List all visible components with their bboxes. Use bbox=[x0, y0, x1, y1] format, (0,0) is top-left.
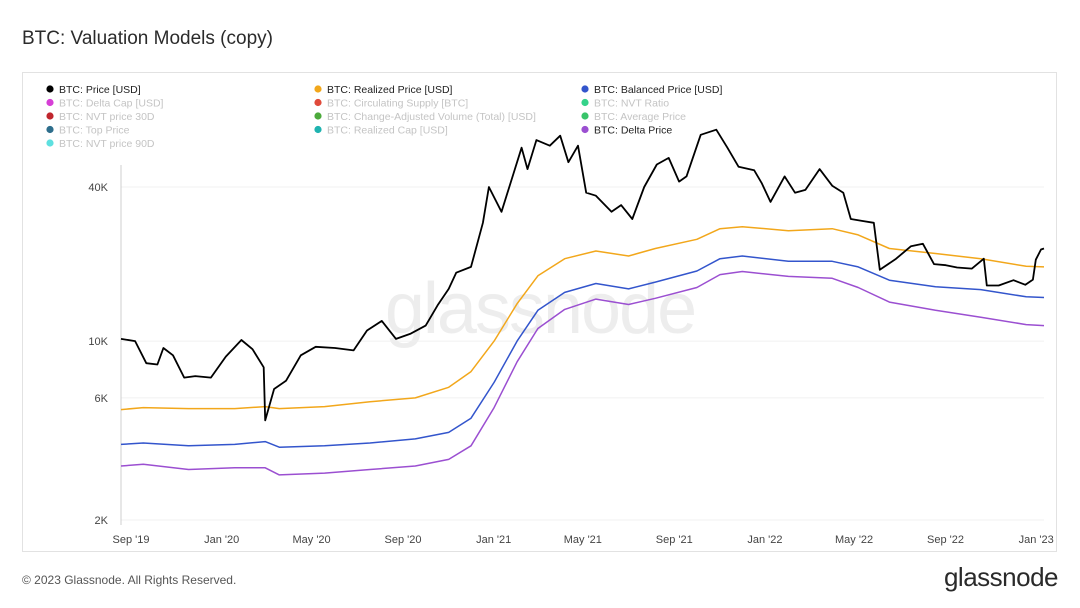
copyright-notice: © 2023 Glassnode. All Rights Reserved. bbox=[22, 573, 237, 587]
legend-label: BTC: Circulating Supply [BTC] bbox=[327, 98, 468, 110]
x-tick-label: Sep '22 bbox=[927, 534, 964, 546]
legend-item[interactable]: BTC: Average Price bbox=[581, 111, 686, 123]
chart-frame bbox=[22, 72, 1057, 552]
legend-swatch bbox=[314, 125, 322, 134]
legend-item[interactable]: BTC: Top Price bbox=[46, 125, 130, 137]
legend-label: BTC: NVT price 90D bbox=[59, 138, 155, 150]
legend-label: BTC: Price [USD] bbox=[59, 84, 141, 96]
y-axis: 2K 6K 10K 40K bbox=[88, 182, 1044, 527]
y-tick-label: 6K bbox=[95, 393, 109, 405]
legend-label: BTC: NVT Ratio bbox=[594, 98, 669, 110]
legend-item[interactable]: BTC: Circulating Supply [BTC] bbox=[314, 98, 468, 110]
legend-label: BTC: Delta Price bbox=[594, 125, 672, 137]
y-tick-label: 40K bbox=[88, 182, 108, 194]
legend-swatch bbox=[46, 139, 54, 147]
legend-label: BTC: Average Price bbox=[594, 111, 686, 123]
series-group bbox=[120, 128, 1045, 476]
y-tick-label: 2K bbox=[95, 515, 109, 527]
series-line-realized-price bbox=[120, 225, 1045, 411]
legend-item[interactable]: BTC: Balanced Price [USD] bbox=[581, 84, 722, 96]
legend-swatch bbox=[46, 85, 54, 93]
legend-swatch bbox=[581, 98, 589, 107]
legend-item[interactable]: BTC: Delta Cap [USD] bbox=[46, 98, 164, 110]
x-tick-label: May '20 bbox=[292, 534, 330, 546]
x-tick-label: May '22 bbox=[835, 534, 873, 546]
x-tick-label: Jan '22 bbox=[747, 534, 782, 546]
x-tick-label: Jan '23 bbox=[1019, 534, 1054, 546]
x-tick-label: Sep '19 bbox=[113, 534, 150, 546]
series-line-balanced-price bbox=[120, 255, 1045, 448]
legend[interactable]: BTC: Price [USD] BTC: Realized Price [USD… bbox=[46, 84, 722, 150]
legend-item[interactable]: BTC: Change-Adjusted Volume (Total) [USD… bbox=[314, 111, 536, 123]
legend-item[interactable]: BTC: NVT price 90D bbox=[46, 138, 155, 150]
legend-swatch bbox=[581, 112, 589, 120]
legend-item[interactable]: BTC: NVT Ratio bbox=[581, 98, 669, 110]
x-tick-label: Sep '21 bbox=[656, 534, 693, 546]
legend-label: BTC: Realized Price [USD] bbox=[327, 84, 453, 96]
legend-label: BTC: Delta Cap [USD] bbox=[59, 98, 164, 110]
legend-swatch bbox=[581, 85, 589, 93]
x-axis: Sep '19 Jan '20 May '20 Sep '20 Jan '21 May '… bbox=[113, 534, 1054, 546]
legend-item[interactable]: BTC: Realized Price [USD] bbox=[314, 84, 453, 96]
legend-label: BTC: Change-Adjusted Volume (Total) [USD… bbox=[327, 111, 536, 123]
legend-item[interactable]: BTC: Price [USD] bbox=[46, 84, 141, 96]
legend-label: BTC: Realized Cap [USD] bbox=[327, 125, 448, 137]
legend-swatch bbox=[581, 125, 589, 134]
legend-swatch bbox=[46, 98, 54, 107]
legend-swatch bbox=[314, 112, 322, 120]
legend-swatch bbox=[46, 125, 54, 134]
y-tick-label: 10K bbox=[88, 336, 108, 348]
legend-label: BTC: NVT price 30D bbox=[59, 111, 155, 123]
legend-swatch bbox=[314, 85, 322, 93]
legend-swatch bbox=[314, 98, 322, 107]
x-tick-label: May '21 bbox=[564, 534, 602, 546]
legend-label: BTC: Top Price bbox=[59, 125, 130, 137]
x-tick-label: Sep '20 bbox=[385, 534, 422, 546]
series-line-price bbox=[120, 128, 1045, 422]
legend-label: BTC: Balanced Price [USD] bbox=[594, 84, 722, 96]
legend-swatch bbox=[46, 112, 54, 120]
glassnode-logo: glassnode bbox=[943, 562, 1059, 592]
x-tick-label: Jan '21 bbox=[476, 534, 511, 546]
legend-item[interactable]: BTC: Realized Cap [USD] bbox=[314, 125, 448, 137]
legend-item[interactable]: BTC: NVT price 30D bbox=[46, 111, 155, 123]
x-tick-label: Jan '20 bbox=[204, 534, 239, 546]
series-line-delta-price bbox=[120, 270, 1045, 476]
legend-item[interactable]: BTC: Delta Price bbox=[581, 125, 672, 137]
page-title: BTC: Valuation Models (copy) bbox=[22, 28, 273, 49]
